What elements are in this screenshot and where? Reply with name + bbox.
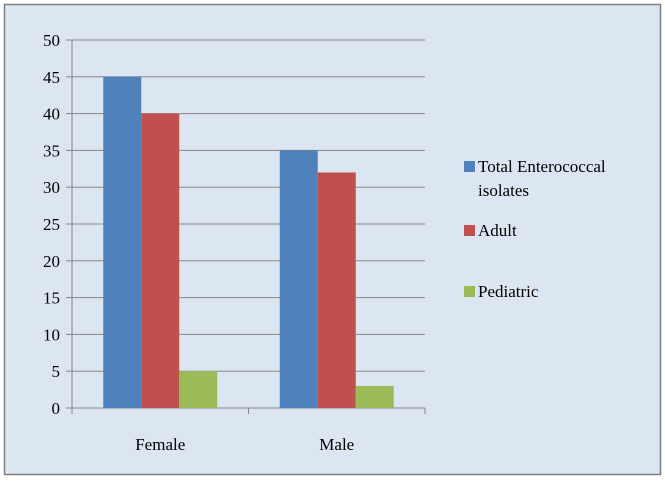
bar: [179, 371, 218, 408]
y-tick-label: 10: [43, 325, 60, 344]
bars: [103, 76, 394, 409]
legend-swatch: [464, 225, 475, 236]
legend: Total Enterococcal isolates Adult Pediatric: [464, 157, 606, 301]
y-tick-label: 30: [43, 178, 60, 197]
legend-label: Pediatric: [478, 282, 539, 301]
bar: [317, 172, 356, 408]
legend-label: Total Enterococcal: [478, 157, 606, 176]
x-tick-label: Female: [135, 435, 185, 454]
legend-swatch: [464, 286, 475, 297]
y-tick-label: 20: [43, 252, 60, 271]
y-tick-label: 35: [43, 141, 60, 160]
legend-label: Adult: [478, 221, 517, 240]
y-tick-label: 40: [43, 105, 60, 124]
bar: [141, 113, 180, 408]
y-tick-label: 0: [52, 399, 61, 418]
tick-labels: 0 5 10 15 20 25 30 35 40 45 50 Female Male: [43, 31, 354, 454]
y-tick-label: 5: [52, 362, 61, 381]
bar: [355, 385, 394, 408]
y-tick-label: 15: [43, 289, 60, 308]
x-tick-label: Male: [319, 435, 354, 454]
bar: [279, 150, 318, 408]
legend-swatch: [464, 161, 475, 172]
bar: [103, 76, 142, 409]
y-tick-label: 45: [43, 68, 60, 87]
y-tick-label: 50: [43, 31, 60, 50]
legend-label: isolates: [478, 181, 529, 200]
y-tick-label: 25: [43, 215, 60, 234]
